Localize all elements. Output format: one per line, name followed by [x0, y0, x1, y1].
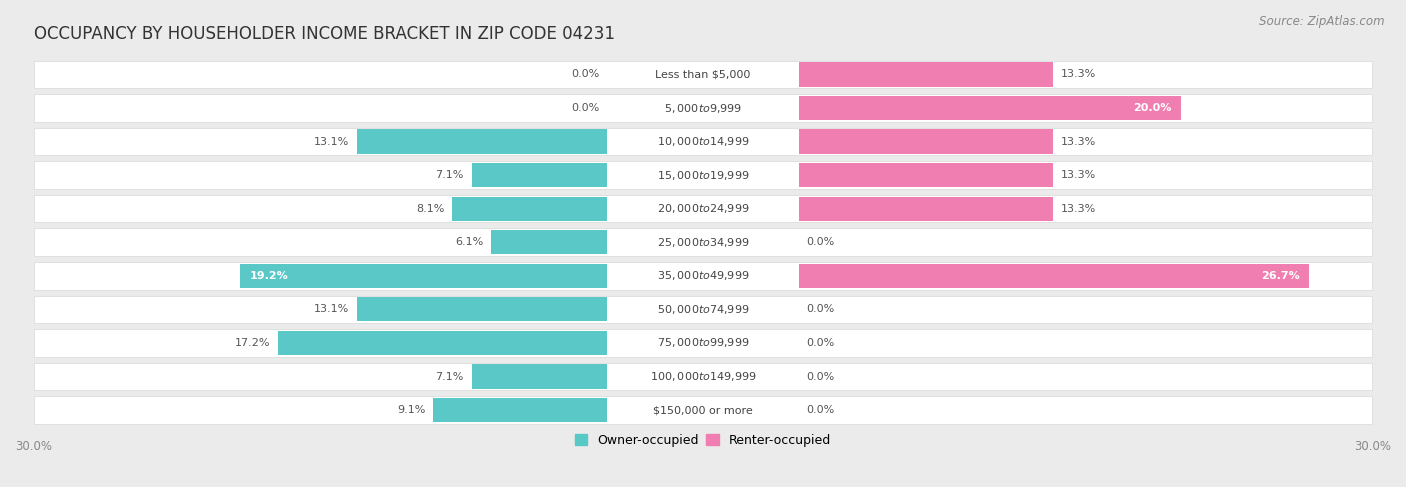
Bar	[433, 398, 607, 422]
Text: $35,000 to $49,999: $35,000 to $49,999	[657, 269, 749, 282]
Bar	[491, 230, 607, 254]
Text: 13.1%: 13.1%	[314, 136, 349, 147]
Text: $100,000 to $149,999: $100,000 to $149,999	[650, 370, 756, 383]
Text: 0.0%: 0.0%	[806, 237, 835, 247]
Bar	[240, 264, 607, 288]
Text: 7.1%: 7.1%	[436, 170, 464, 180]
Text: $20,000 to $24,999: $20,000 to $24,999	[657, 202, 749, 215]
Text: Source: ZipAtlas.com: Source: ZipAtlas.com	[1260, 15, 1385, 28]
Text: 0.0%: 0.0%	[806, 405, 835, 415]
Text: 19.2%: 19.2%	[250, 271, 288, 281]
Text: 0.0%: 0.0%	[571, 70, 600, 79]
Text: 0.0%: 0.0%	[571, 103, 600, 113]
Text: 0.0%: 0.0%	[806, 304, 835, 315]
Text: $5,000 to $9,999: $5,000 to $9,999	[664, 101, 742, 114]
Text: 0.0%: 0.0%	[806, 372, 835, 381]
Bar	[799, 96, 1181, 120]
Text: 13.3%: 13.3%	[1060, 70, 1095, 79]
Text: Less than $5,000: Less than $5,000	[655, 70, 751, 79]
Text: OCCUPANCY BY HOUSEHOLDER INCOME BRACKET IN ZIP CODE 04231: OCCUPANCY BY HOUSEHOLDER INCOME BRACKET …	[34, 25, 614, 43]
Text: 0.0%: 0.0%	[806, 338, 835, 348]
Legend: Owner-occupied, Renter-occupied: Owner-occupied, Renter-occupied	[569, 429, 837, 452]
Text: 6.1%: 6.1%	[454, 237, 484, 247]
FancyBboxPatch shape	[34, 94, 1372, 122]
FancyBboxPatch shape	[34, 363, 1372, 390]
Text: $150,000 or more: $150,000 or more	[654, 405, 752, 415]
FancyBboxPatch shape	[34, 296, 1372, 323]
FancyBboxPatch shape	[34, 396, 1372, 424]
Bar	[357, 130, 607, 154]
Bar	[471, 364, 607, 389]
Text: $25,000 to $34,999: $25,000 to $34,999	[657, 236, 749, 249]
FancyBboxPatch shape	[34, 262, 1372, 290]
Bar	[799, 130, 1053, 154]
Bar	[278, 331, 607, 355]
Text: $15,000 to $19,999: $15,000 to $19,999	[657, 169, 749, 182]
Text: 13.1%: 13.1%	[314, 304, 349, 315]
FancyBboxPatch shape	[34, 128, 1372, 155]
Bar	[799, 163, 1053, 187]
Text: 8.1%: 8.1%	[416, 204, 444, 214]
Text: $50,000 to $74,999: $50,000 to $74,999	[657, 303, 749, 316]
FancyBboxPatch shape	[34, 61, 1372, 88]
Bar	[799, 62, 1053, 87]
Text: 13.3%: 13.3%	[1060, 204, 1095, 214]
FancyBboxPatch shape	[34, 228, 1372, 256]
Text: 9.1%: 9.1%	[398, 405, 426, 415]
Bar	[799, 264, 1309, 288]
Text: 7.1%: 7.1%	[436, 372, 464, 381]
Bar	[799, 197, 1053, 221]
FancyBboxPatch shape	[34, 195, 1372, 223]
FancyBboxPatch shape	[34, 161, 1372, 189]
Bar	[471, 163, 607, 187]
Text: 13.3%: 13.3%	[1060, 170, 1095, 180]
Bar	[357, 297, 607, 321]
Text: 13.3%: 13.3%	[1060, 136, 1095, 147]
Text: $75,000 to $99,999: $75,000 to $99,999	[657, 337, 749, 350]
Bar	[453, 197, 607, 221]
Text: 20.0%: 20.0%	[1133, 103, 1171, 113]
Text: 17.2%: 17.2%	[235, 338, 271, 348]
Text: 26.7%: 26.7%	[1261, 271, 1299, 281]
FancyBboxPatch shape	[34, 329, 1372, 356]
Text: $10,000 to $14,999: $10,000 to $14,999	[657, 135, 749, 148]
